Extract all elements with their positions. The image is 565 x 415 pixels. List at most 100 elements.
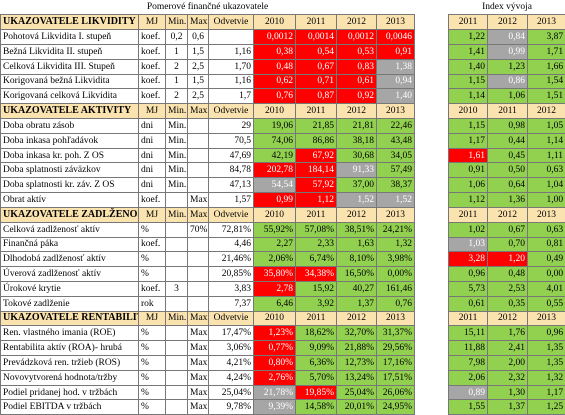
data-row: Celková Likvidita III. Stupeň koef. 2 2,5 1,… xyxy=(0,58,565,75)
value-cell: 1,30 xyxy=(487,384,529,401)
data-row: Doba splatnosti záväzkov dni Min. 84,78 202,… xyxy=(0,162,565,179)
info-cell: dni xyxy=(138,147,166,164)
value-cell: 1,40 xyxy=(448,58,489,75)
info-cell: 72,81% xyxy=(208,221,254,238)
value-cell: 1,71 xyxy=(527,43,565,60)
data-row: Ren. vlastného imania (ROE)% Max. 17,47% 1,… xyxy=(0,325,565,342)
info-cell: 2,5 xyxy=(187,88,209,105)
value-cell: 2,33 xyxy=(295,236,337,253)
info-cell xyxy=(165,399,188,415)
value-cell: 184,14 xyxy=(295,162,337,179)
info-cell: % xyxy=(138,340,166,356)
value-cell: 0,81 xyxy=(527,236,565,253)
info-cell xyxy=(187,132,209,149)
info-cell: 70,5 xyxy=(208,132,254,149)
column-header: 2010 xyxy=(253,206,296,223)
spacer xyxy=(414,44,450,60)
column-header: 2013 xyxy=(375,310,416,327)
column-header: Min. xyxy=(165,14,188,31)
info-cell xyxy=(165,384,188,401)
spacer xyxy=(414,59,450,75)
value-cell: 0,0012 xyxy=(253,29,296,45)
info-cell: % xyxy=(138,266,166,282)
spacer xyxy=(414,207,450,223)
spacer xyxy=(414,0,449,15)
value-cell: 1,35 xyxy=(527,355,565,371)
value-cell: 0,80% xyxy=(253,355,296,371)
column-header: 2013 xyxy=(527,14,565,31)
data-row: Obrat aktív koef. Max. 1,57 0,99 1,12 1,52 1,52… xyxy=(0,192,565,208)
value-cell: 1,76 xyxy=(487,325,529,342)
info-cell xyxy=(165,325,188,342)
info-cell: 47,69 xyxy=(208,147,254,164)
row-label: Úrokové krytie xyxy=(0,280,139,297)
info-cell xyxy=(165,266,188,282)
column-header: MJ xyxy=(138,206,166,223)
data-row: Doba obratu zásob dni Min. 29 19,06 21,85 21,8… xyxy=(0,118,565,134)
column-header: MJ xyxy=(138,310,166,327)
column-header: 2013 xyxy=(375,206,416,223)
value-cell: 11,88 xyxy=(448,340,489,356)
info-cell: koef. xyxy=(138,43,166,60)
value-cell: 1,40 xyxy=(375,88,416,105)
value-cell: 0,87 xyxy=(295,88,337,105)
info-cell: koef. xyxy=(138,280,166,297)
index-title: Index vývoja xyxy=(482,2,532,13)
value-cell: 35,80% xyxy=(253,266,296,282)
spacer xyxy=(414,296,450,312)
value-cell: 1,52 xyxy=(336,192,377,208)
info-cell: % xyxy=(138,369,166,386)
column-header: 2011 xyxy=(295,310,337,327)
value-cell: 2,32 xyxy=(487,369,529,386)
section-header-row: UKAZOVATELE RENTABILITY MJ Min. Max. Odvetvi… xyxy=(0,310,565,327)
info-cell: 3,83 xyxy=(208,280,254,297)
spacer xyxy=(414,340,450,356)
value-cell: 42,19 xyxy=(253,147,296,164)
value-cell: 0,67 xyxy=(487,221,529,238)
value-cell: 43,48 xyxy=(375,132,416,149)
value-cell: 1,32 xyxy=(375,236,416,253)
info-cell: % xyxy=(138,355,166,371)
info-cell: Max. xyxy=(187,384,209,401)
value-cell: 0,61 xyxy=(448,295,489,312)
value-cell: 1,23% xyxy=(253,325,296,342)
value-cell: 2,53 xyxy=(487,280,529,297)
info-cell: 84,78 xyxy=(208,162,254,179)
value-cell: 54,54 xyxy=(253,177,296,194)
info-cell: 1,5 xyxy=(187,73,209,90)
value-cell: 0,45 xyxy=(487,147,529,164)
info-cell: 1,70 xyxy=(208,58,254,75)
value-cell: 0,86 xyxy=(487,73,529,90)
value-cell: 15,92 xyxy=(295,280,337,297)
spacer xyxy=(414,74,450,89)
spacer xyxy=(414,177,450,193)
value-cell: 0,0046 xyxy=(375,29,416,45)
column-header: MJ xyxy=(138,14,166,31)
value-cell: 2,06 xyxy=(448,369,489,386)
value-cell: 0,76 xyxy=(253,88,296,105)
info-cell: koef. xyxy=(138,58,166,75)
value-cell: 1,20 xyxy=(487,251,529,268)
value-cell: 34,05 xyxy=(375,147,416,164)
value-cell: 1,23 xyxy=(487,58,529,75)
value-cell: 19,85% xyxy=(295,384,337,401)
column-header: 2013 xyxy=(375,103,416,119)
value-cell: 15,11 xyxy=(448,325,489,342)
value-cell: 1,35 xyxy=(527,340,565,356)
value-cell: 13,24% xyxy=(336,369,377,386)
value-cell: 38,37 xyxy=(375,177,416,194)
info-cell xyxy=(165,355,188,371)
value-cell: 0,0012 xyxy=(336,29,377,45)
value-cell: 37,00 xyxy=(336,177,377,194)
value-cell: 17,16% xyxy=(375,355,416,371)
value-cell: 0,99 xyxy=(253,192,296,208)
row-label: Doba inkasa pohľadávok xyxy=(0,132,139,149)
value-cell: 7,98 xyxy=(448,355,489,371)
spacer xyxy=(414,222,450,237)
column-header: Min. xyxy=(165,310,188,327)
value-cell: 1,12 xyxy=(448,192,489,208)
value-cell: 1,36 xyxy=(487,192,529,208)
spacer xyxy=(414,311,450,326)
value-cell: 2,78 xyxy=(253,280,296,297)
